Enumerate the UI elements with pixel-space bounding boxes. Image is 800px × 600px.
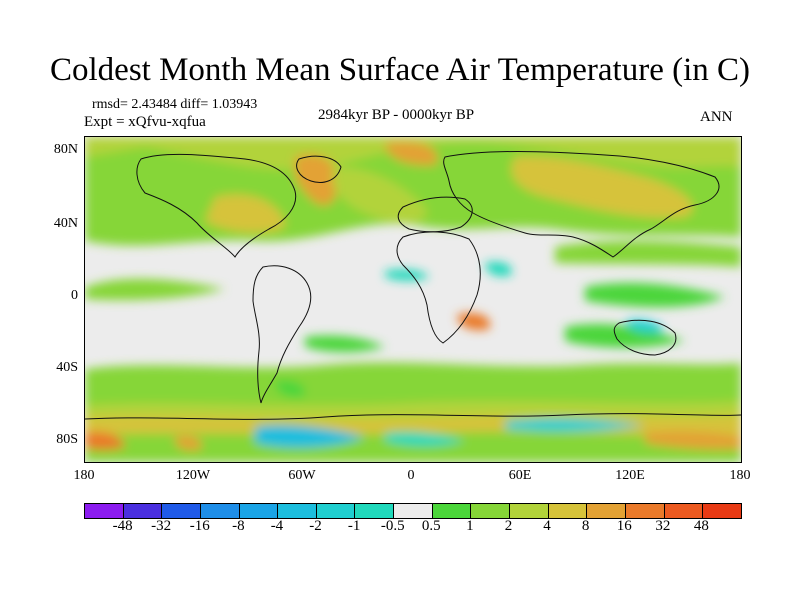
colorbar-swatch bbox=[471, 504, 511, 518]
lon-tick-6: 180 bbox=[729, 468, 751, 483]
lat-tick-2: 0 bbox=[71, 288, 78, 303]
colorbar-level-label: 2 bbox=[504, 518, 513, 534]
colorbar-level-label: -8 bbox=[232, 518, 245, 534]
temperature-map bbox=[84, 136, 742, 463]
colorbar-level-label: 16 bbox=[616, 518, 632, 534]
colorbar-swatch bbox=[510, 504, 549, 518]
colorbar-swatch bbox=[703, 504, 741, 518]
colorbar-swatch bbox=[432, 504, 472, 518]
colorbar-swatch bbox=[355, 504, 395, 518]
colorbar-level-label: -2 bbox=[309, 518, 322, 534]
period-label: 2984kyr BP - 0000kyr BP bbox=[318, 107, 475, 123]
stats-text: rmsd= 2.43484 diff= 1.03943 bbox=[92, 97, 258, 112]
colorbar-level-label: 4 bbox=[543, 518, 551, 534]
lat-tick-0: 80N bbox=[53, 142, 78, 157]
colorbar-swatch bbox=[200, 504, 240, 518]
colorbar-swatch bbox=[278, 504, 317, 518]
colorbar-level-label: 32 bbox=[655, 518, 671, 534]
lon-tick-0: 180 bbox=[73, 468, 95, 483]
lon-tick-2: 60W bbox=[288, 468, 316, 483]
colorbar-swatch bbox=[548, 504, 588, 518]
colorbar-swatch bbox=[316, 504, 356, 518]
colorbar-level-label: -48 bbox=[112, 518, 133, 534]
colorbar-level-label: 8 bbox=[581, 518, 590, 534]
lon-tick-3: 0 bbox=[407, 468, 415, 483]
experiment-label: Expt = xQfvu-xqfua bbox=[84, 114, 206, 130]
lon-tick-5: 120E bbox=[615, 468, 645, 483]
colorbar-level-label: -4 bbox=[270, 518, 284, 534]
coastlines bbox=[85, 151, 741, 420]
lon-tick-1: 120W bbox=[175, 468, 211, 483]
colorbar-swatch bbox=[587, 504, 626, 518]
colorbar bbox=[84, 503, 742, 519]
colorbar-level-label: -0.5 bbox=[380, 518, 405, 534]
colorbar-level-label: -32 bbox=[151, 518, 172, 534]
lat-tick-4: 80S bbox=[56, 432, 78, 447]
colorbar-swatch bbox=[85, 504, 124, 518]
map-canvas bbox=[85, 137, 741, 462]
colorbar-swatch bbox=[162, 504, 201, 518]
colorbar-swatch bbox=[625, 504, 665, 518]
colorbar-swatch bbox=[123, 504, 163, 518]
colorbar-level-label: 0.5 bbox=[421, 518, 441, 534]
chart-title: Coldest Month Mean Surface Air Temperatu… bbox=[50, 52, 750, 88]
colorbar-swatch bbox=[394, 504, 433, 518]
colorbar-level-label: 48 bbox=[693, 518, 709, 534]
colorbar-swatch bbox=[664, 504, 704, 518]
colorbar-swatch bbox=[239, 504, 279, 518]
colorbar-level-label: 1 bbox=[466, 518, 474, 534]
lat-tick-1: 40N bbox=[53, 216, 78, 231]
lat-tick-3: 40S bbox=[56, 360, 78, 375]
colorbar-level-label: -1 bbox=[347, 518, 361, 534]
colorbar-level-label: -16 bbox=[189, 518, 210, 534]
temperature-field bbox=[85, 137, 741, 462]
lon-tick-4: 60E bbox=[508, 468, 532, 483]
season-label: ANN bbox=[700, 109, 733, 125]
